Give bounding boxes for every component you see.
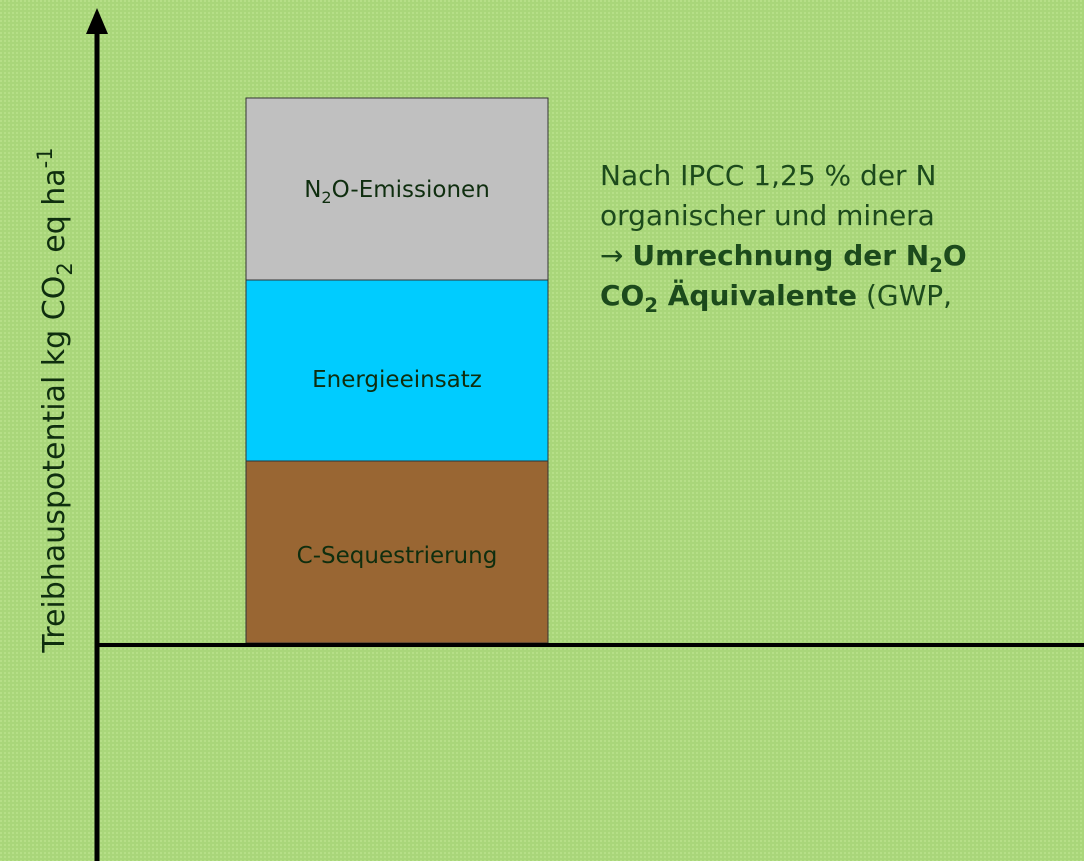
note-line: organischer und minera	[600, 199, 935, 232]
text-part: 2	[644, 294, 658, 317]
text-part: N	[304, 177, 321, 203]
text-part: 2	[53, 262, 77, 275]
text-part: CO	[600, 279, 644, 312]
text-part: Äquivalente	[658, 278, 857, 312]
text-part: eq ha	[37, 168, 72, 262]
text-part: C-Sequestrierung	[297, 543, 498, 569]
text-part: -1	[33, 147, 57, 168]
text-part: Energieeinsatz	[312, 367, 482, 393]
block-label: N2O-Emissionen	[304, 177, 490, 207]
y-axis-label: Treibhauspotential kg CO2 eq ha-1	[33, 147, 77, 653]
n2o-block	[245, 97, 549, 281]
energy-block	[245, 279, 549, 462]
text-part: 2	[929, 254, 943, 277]
y-axis-arrow	[86, 8, 108, 34]
note-line: CO2 Äquivalente (GWP,	[600, 278, 952, 317]
note-line: Nach IPCC 1,25 % der N	[600, 159, 936, 192]
text-part: organischer und minera	[600, 199, 935, 232]
text-part: O-Emissionen	[332, 177, 490, 203]
sequestration-block	[245, 460, 549, 644]
text-part: 2	[321, 188, 331, 207]
text-part: Nach IPCC 1,25 % der N	[600, 159, 936, 192]
text-part: O	[943, 239, 967, 272]
block-label: C-Sequestrierung	[297, 543, 498, 569]
text-part: Treibhauspotential kg CO	[37, 276, 72, 654]
note-line: → Umrechnung der N2O	[600, 239, 967, 277]
text-part: (GWP,	[857, 279, 952, 312]
text-part: →	[600, 239, 632, 272]
text-part: Umrechnung der N	[632, 239, 929, 272]
block-label: Energieeinsatz	[312, 367, 482, 393]
